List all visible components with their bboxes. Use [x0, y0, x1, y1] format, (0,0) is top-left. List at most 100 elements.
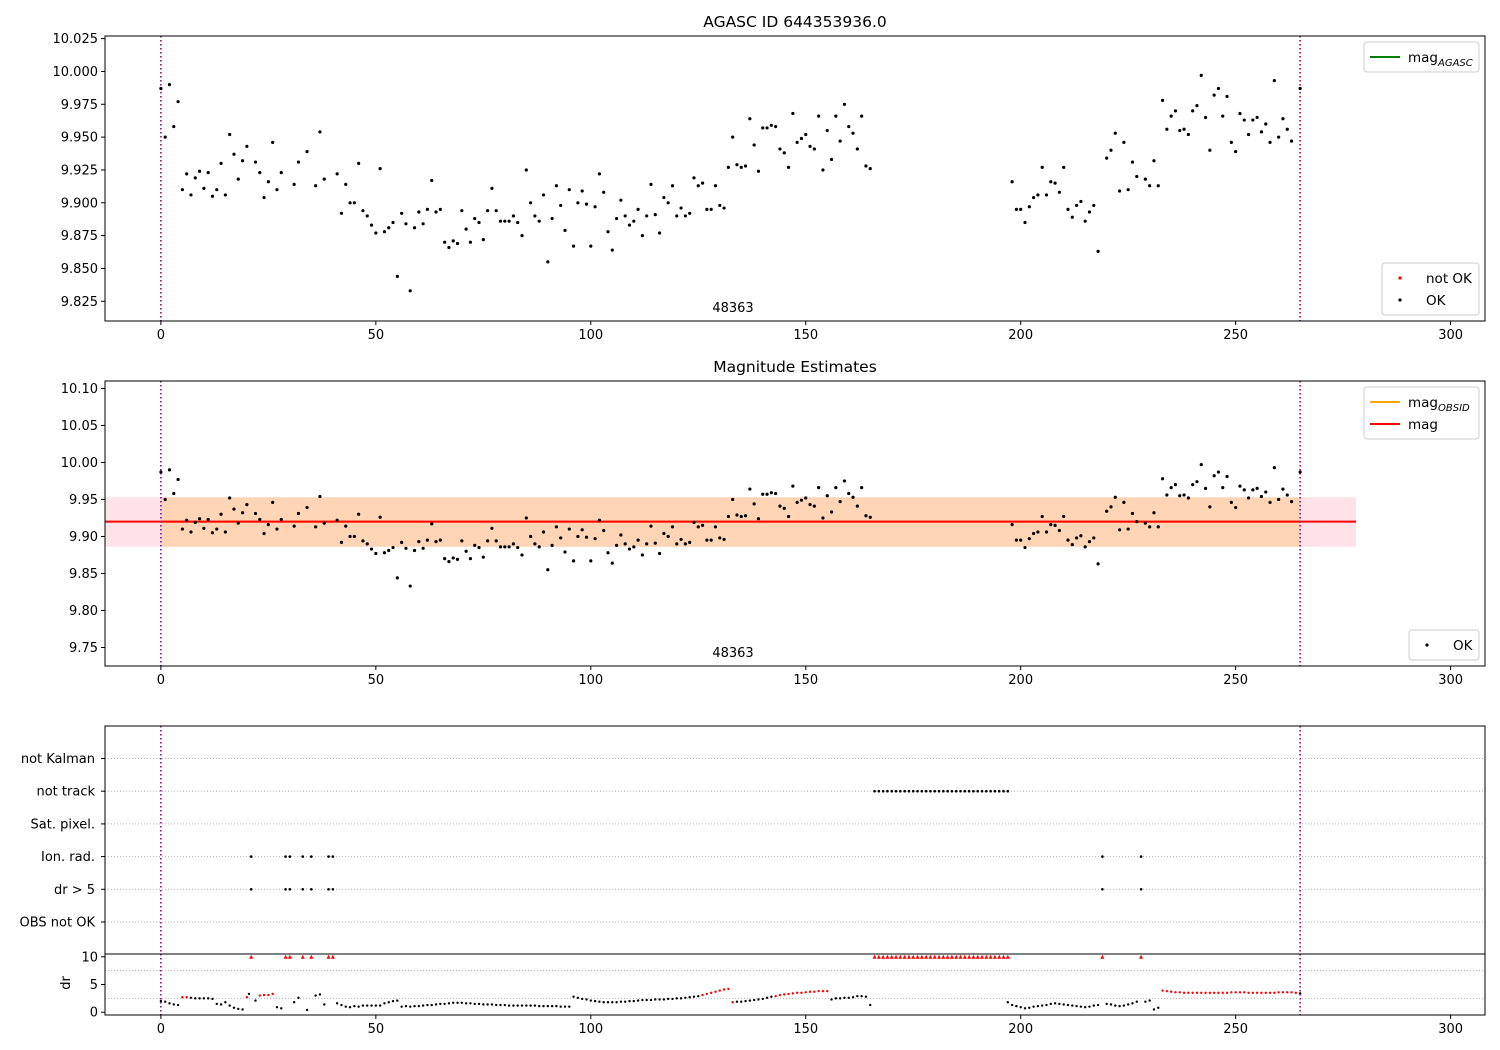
middle-ok-point	[516, 545, 520, 550]
top-ok-point	[529, 201, 533, 205]
middle-ok-point	[391, 545, 395, 550]
middle-ok-point	[1281, 487, 1285, 491]
dr-not-ok-point	[1217, 991, 1220, 995]
top-ok-point	[232, 152, 236, 156]
middle-ok-point	[1096, 562, 1100, 566]
middle-ok-point	[180, 527, 184, 531]
dr-ok-point	[340, 1003, 343, 1007]
flag-point	[963, 789, 967, 793]
middle-ok-point	[743, 514, 748, 518]
middle-ok-point	[670, 525, 675, 529]
dr-clipped-marker	[975, 954, 980, 959]
dr-ok-point	[615, 1001, 618, 1004]
dr-ok-point	[740, 1000, 743, 1003]
middle-ok-point	[812, 504, 816, 508]
top-ok-point	[378, 167, 382, 171]
middle-ok-point	[507, 545, 511, 549]
middle-ok-point	[1272, 466, 1276, 470]
top-ok-point	[1092, 203, 1096, 208]
top-ok-point	[223, 193, 227, 197]
top-ok-point	[219, 161, 223, 165]
top-ok-point	[245, 144, 249, 148]
dr-ok-point	[649, 998, 653, 1002]
top-ok-point	[455, 241, 460, 246]
dr-ok-point	[632, 999, 635, 1003]
dr-ok-point	[507, 1004, 511, 1007]
middle-ok-point	[597, 518, 601, 522]
dr-ok-point	[563, 1005, 567, 1008]
middle-ok-point	[494, 539, 498, 543]
dr-ok-point	[292, 1001, 296, 1004]
top-ok-point	[516, 220, 520, 225]
top-ok-point	[1208, 148, 1212, 152]
dr-ok-point	[1071, 1004, 1074, 1007]
middle-ok-point	[185, 518, 189, 522]
middle-ok-point	[382, 551, 387, 555]
dr-ok-point	[473, 1002, 476, 1006]
top-ok-point	[1126, 188, 1130, 192]
dr-ok-point	[602, 1001, 605, 1004]
top-ok-point	[1272, 79, 1276, 83]
top-ok-point	[778, 147, 782, 151]
dr-ok-point	[163, 1000, 167, 1003]
top-ok-point	[576, 201, 580, 205]
middle-ok-point	[443, 557, 447, 561]
dr-ok-point	[486, 1003, 489, 1006]
top-ok-point	[468, 240, 473, 244]
dr-not-ok-point	[1230, 991, 1233, 994]
flag-point	[1101, 855, 1104, 858]
dr-not-ok-point	[722, 988, 726, 991]
top-y-tick-label: 9.900	[61, 196, 98, 211]
middle-ok-point	[1203, 486, 1208, 490]
top-ok-point	[1109, 148, 1113, 152]
middle-x-tick-label: 250	[1223, 673, 1248, 688]
middle-ok-point	[352, 534, 356, 539]
middle-ok-point	[451, 556, 455, 560]
middle-ok-point	[761, 492, 765, 496]
dr-ok-point	[335, 1002, 339, 1005]
top-ok-point	[1238, 111, 1242, 116]
flag-point	[1101, 888, 1104, 891]
dr-ok-point	[1075, 1004, 1078, 1008]
top-ok-point	[412, 226, 417, 230]
top-ok-point	[172, 125, 176, 129]
middle-ok-point	[318, 494, 322, 499]
flag-point	[310, 888, 313, 891]
dr-ok-point	[834, 997, 838, 1000]
top-ok-point	[683, 214, 687, 218]
top-ok-point	[675, 214, 679, 218]
dr-clipped-marker	[885, 954, 890, 959]
top-y-tick-label: 9.850	[61, 262, 98, 277]
dr-not-ok-point	[1208, 991, 1212, 995]
dr-ok-point	[469, 1002, 472, 1005]
top-ok-point	[1044, 193, 1049, 197]
middle-ok-point	[262, 531, 266, 536]
dr-ok-point	[580, 997, 584, 1001]
dr-not-ok-point	[1247, 991, 1250, 995]
middle-ok-point	[361, 539, 365, 543]
dr-not-ok-point	[1260, 991, 1263, 995]
top-ok-point	[653, 213, 657, 217]
middle-ok-point	[808, 503, 812, 507]
top-ok-point	[490, 186, 494, 190]
top-ok-point	[726, 165, 730, 169]
flag-point	[911, 789, 915, 793]
middle-ok-point	[369, 547, 374, 551]
middle-y-tick-label: 9.80	[69, 604, 98, 619]
top-ok-point	[494, 209, 498, 213]
middle-ok-point	[1289, 500, 1294, 504]
middle-ok-point	[774, 491, 778, 496]
dr-clipped-marker	[1005, 954, 1010, 959]
dr-clipped-marker	[932, 954, 937, 959]
dr-ok-point	[477, 1002, 481, 1006]
top-ok-point	[253, 160, 258, 164]
middle-ok-point	[1255, 486, 1259, 490]
middle-ok-point	[275, 527, 279, 531]
top-ok-point	[275, 188, 279, 192]
top-ok-point	[692, 176, 696, 180]
middle-ok-point	[1251, 488, 1255, 492]
dr-ok-point	[1092, 1004, 1095, 1007]
top-y-tick-label: 9.875	[61, 229, 98, 244]
agasc-magnitude-panel: AGASC ID 644353936.0 0 50 100 150 200 250 300 9…	[53, 13, 1486, 343]
dr-ok-point	[860, 994, 863, 998]
